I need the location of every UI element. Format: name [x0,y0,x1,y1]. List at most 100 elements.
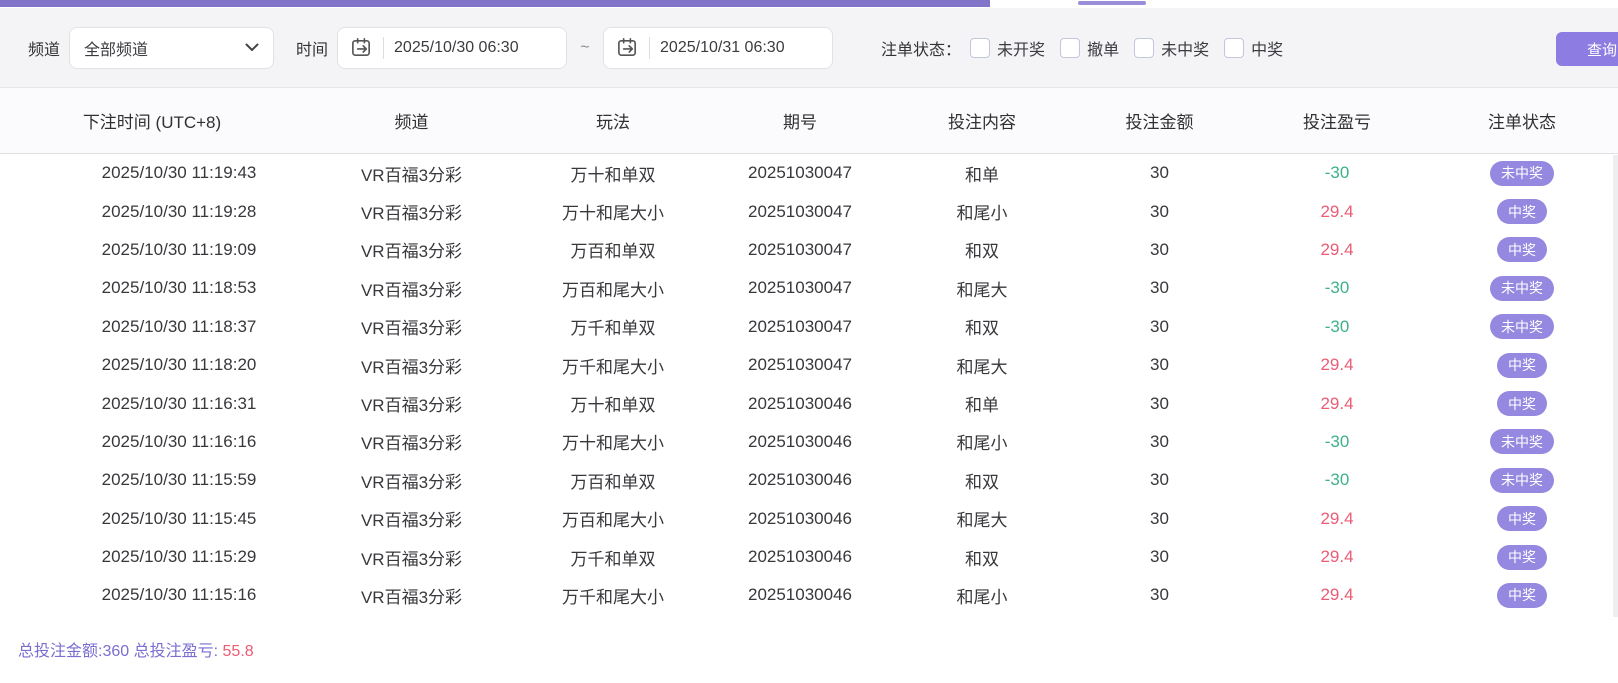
cell-bet-content: 和尾小 [956,587,1008,607]
table-row: 2025/10/30 11:15:29 VR百福3分彩 万千和单双 202510… [0,538,1618,576]
cell-profit: 29.4 [1320,585,1354,605]
table-row: 2025/10/30 11:19:09 VR百福3分彩 万百和单双 202510… [0,231,1618,269]
table-row: 2025/10/30 11:16:16 VR百福3分彩 万十和尾大小 20251… [0,423,1618,461]
scrollbar-track[interactable] [1613,155,1618,617]
cell-bet-content: 和双 [965,319,999,339]
table-row: 2025/10/30 11:19:43 VR百福3分彩 万十和单双 202510… [0,154,1618,192]
filter-bar: 频道 全部频道 时间 2025/10/30 06:30 ~ [0,8,1618,88]
cell-bet-amount: 30 [1150,355,1169,375]
input-divider [649,36,651,59]
calendar-icon [350,36,373,59]
cell-issue-number: 20251030046 [747,470,852,490]
column-header: 下注时间 (UTC+8) [82,113,222,132]
table-row: 2025/10/30 11:18:53 VR百福3分彩 万百和尾大小 20251… [0,269,1618,307]
time-range-group: 时间 2025/10/30 06:30 ~ [296,26,834,69]
cell-bet-time: 2025/10/30 11:15:45 [101,508,257,528]
cell-bet-amount: 30 [1150,508,1169,528]
cell-channel: VR百福3分彩 [360,357,463,377]
table-header: 下注时间 (UTC+8) 频道 玩法 期号 投注内容 投注金额 投注盈亏 注单状… [0,88,1618,154]
cell-channel: VR百福3分彩 [360,511,463,531]
cell-profit: -30 [1324,278,1350,298]
status-badge: 未中奖 [1490,160,1554,186]
cell-play-type: 万千和尾大小 [562,587,664,607]
checkbox-label: 撤单 [1087,41,1120,59]
cell-bet-content: 和尾小 [956,434,1008,454]
cell-bet-time: 2025/10/30 11:19:28 [101,201,257,221]
date-to-input[interactable]: 2025/10/31 06:30 [603,26,834,69]
cell-play-type: 万十和尾大小 [562,434,664,454]
cell-channel: VR百福3分彩 [360,434,463,454]
status-checkbox-option[interactable]: 未开奖 [970,36,1045,60]
cell-bet-time: 2025/10/30 11:18:37 [101,316,257,336]
column-header: 投注盈亏 [1303,113,1371,132]
cell-profit: 29.4 [1320,393,1354,413]
cell-channel: VR百福3分彩 [360,587,463,607]
cell-profit: 29.4 [1320,508,1354,528]
cell-bet-amount: 30 [1150,431,1169,451]
cell-play-type: 万百和尾大小 [562,280,664,300]
table-row: 2025/10/30 11:15:59 VR百福3分彩 万百和单双 202510… [0,461,1618,499]
cell-bet-content: 和双 [965,472,999,492]
cell-bet-amount: 30 [1150,239,1169,259]
cell-bet-amount: 30 [1150,393,1169,413]
table-row: 2025/10/30 11:15:45 VR百福3分彩 万百和尾大小 20251… [0,500,1618,538]
cell-bet-amount: 30 [1150,316,1169,336]
query-button[interactable]: 查询 [1556,32,1618,66]
cell-bet-amount: 30 [1150,585,1169,605]
cell-channel: VR百福3分彩 [360,472,463,492]
cell-bet-content: 和单 [965,165,999,185]
cell-bet-content: 和双 [965,549,999,569]
cell-channel: VR百福3分彩 [360,280,463,300]
checkbox[interactable] [1060,37,1081,58]
table-row: 2025/10/30 11:16:31 VR百福3分彩 万十和单双 202510… [0,384,1618,422]
channel-select[interactable]: 全部频道 [69,26,275,69]
cell-bet-time: 2025/10/30 11:15:29 [101,547,257,567]
status-checkbox-option[interactable]: 撤单 [1060,36,1119,60]
status-badge: 中奖 [1497,352,1547,378]
cell-play-type: 万百和尾大小 [562,511,664,531]
cell-play-type: 万千和单双 [570,319,656,339]
cell-issue-number: 20251030047 [747,355,852,375]
checkbox[interactable] [970,37,991,58]
cell-bet-time: 2025/10/30 11:18:53 [101,278,257,298]
cell-bet-content: 和双 [965,242,999,262]
cell-bet-content: 和尾大 [956,280,1008,300]
range-separator: ~ [580,38,590,56]
cell-bet-time: 2025/10/30 11:18:20 [101,355,257,375]
cell-issue-number: 20251030047 [747,239,852,259]
column-header: 投注金额 [1125,113,1194,132]
cell-profit: -30 [1324,163,1350,183]
table-row: 2025/10/30 11:15:16 VR百福3分彩 万千和尾大小 20251… [0,576,1618,614]
cell-bet-time: 2025/10/30 11:16:16 [101,431,257,451]
progress-bar [0,0,990,7]
status-badge: 中奖 [1497,237,1547,263]
channel-select-value: 全部频道 [84,41,149,59]
cell-profit: 29.4 [1320,201,1354,221]
checkbox-label: 未开奖 [997,41,1046,59]
cell-issue-number: 20251030046 [747,547,852,567]
total-amount-label: 总投注金额: [18,642,103,660]
cell-bet-content: 和尾大 [956,511,1008,531]
time-label: 时间 [296,41,329,59]
cell-channel: VR百福3分彩 [360,204,463,224]
cell-issue-number: 20251030047 [747,278,852,298]
cell-issue-number: 20251030047 [747,201,852,221]
cell-play-type: 万百和单双 [570,472,656,492]
cell-play-type: 万十和尾大小 [562,204,664,224]
cell-bet-content: 和尾小 [956,204,1008,224]
checkbox[interactable] [1224,37,1245,58]
cell-channel: VR百福3分彩 [360,549,463,569]
status-checkbox-option[interactable]: 中奖 [1224,36,1283,60]
cell-play-type: 万千和单双 [570,549,656,569]
total-profit-label: 总投注盈亏: [133,642,219,660]
cell-issue-number: 20251030047 [747,163,852,183]
checkbox[interactable] [1134,37,1155,58]
cell-bet-amount: 30 [1150,470,1169,490]
bet-status-filter-group: 注单状态： 未开奖 撤单 未中奖 [881,36,1298,60]
date-from-input[interactable]: 2025/10/30 06:30 [337,26,568,69]
status-badge: 未中奖 [1490,275,1554,301]
status-badge: 中奖 [1497,199,1547,225]
cell-bet-amount: 30 [1150,201,1169,221]
status-checkbox-option[interactable]: 未中奖 [1134,36,1209,60]
status-badge: 中奖 [1497,391,1547,417]
